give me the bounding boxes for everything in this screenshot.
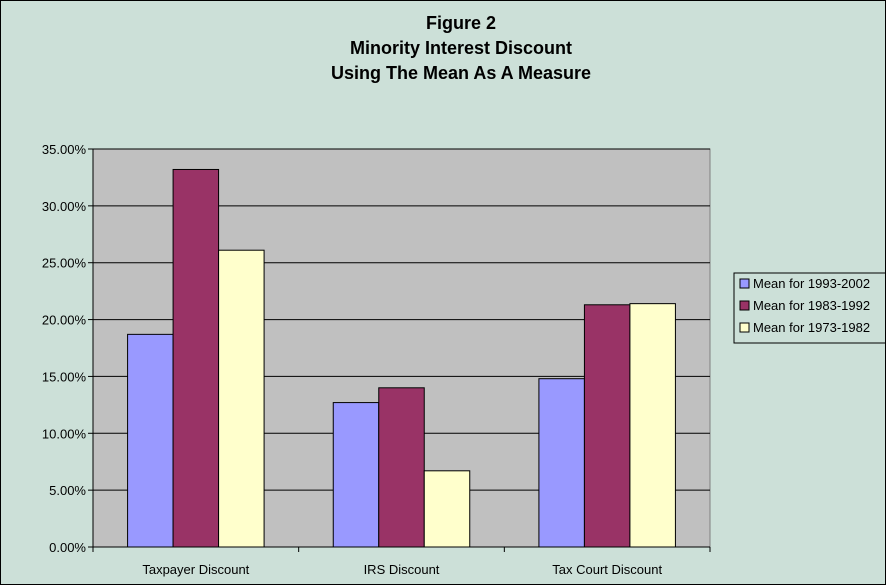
bar bbox=[629, 303, 676, 548]
y-tick-label: 10.00% bbox=[42, 426, 87, 441]
y-tick-label: 5.00% bbox=[49, 483, 86, 498]
x-axis-tick-labels: Taxpayer Discount IRS Discount Tax Court D… bbox=[142, 562, 662, 577]
bar bbox=[538, 378, 585, 548]
x-tick-label: IRS Discount bbox=[364, 562, 440, 577]
legend-swatch bbox=[739, 300, 750, 311]
x-tick-label: Taxpayer Discount bbox=[142, 562, 249, 577]
bar bbox=[332, 402, 380, 548]
y-tick-label: 15.00% bbox=[42, 369, 87, 384]
chart-title-line-3: Using The Mean As A Measure bbox=[331, 63, 591, 83]
bar bbox=[172, 168, 220, 548]
legend-label: Mean for 1993-2002 bbox=[753, 276, 870, 291]
legend-label: Mean for 1973-1982 bbox=[753, 320, 870, 335]
y-tick-label: 20.00% bbox=[42, 313, 87, 328]
y-tick-label: 35.00% bbox=[42, 142, 87, 157]
y-tick-label: 25.00% bbox=[42, 256, 87, 271]
y-tick-label: 0.00% bbox=[49, 540, 86, 555]
bar bbox=[127, 333, 174, 548]
bars bbox=[127, 168, 676, 548]
bar bbox=[423, 470, 471, 548]
bar bbox=[218, 249, 265, 548]
axes bbox=[88, 148, 711, 552]
y-axis-tick-labels: 0.00% 5.00% 10.00% 15.00% 20.00% 25.00% 30.00%… bbox=[42, 142, 87, 555]
bar bbox=[583, 304, 631, 548]
legend-box bbox=[733, 272, 885, 344]
legend: Mean for 1993-2002 Mean for 1983-1992 Mean… bbox=[733, 272, 885, 344]
chart-title-line-1: Figure 2 bbox=[426, 13, 496, 33]
bar bbox=[378, 387, 425, 548]
chart-title: Figure 2 Minority Interest Discount Usin… bbox=[331, 13, 591, 83]
y-tick-label: 30.00% bbox=[42, 199, 87, 214]
legend-swatch bbox=[739, 322, 750, 333]
x-tick-label: Tax Court Discount bbox=[552, 562, 662, 577]
legend-swatch bbox=[739, 278, 750, 289]
legend-label: Mean for 1983-1992 bbox=[753, 298, 870, 313]
chart-title-line-2: Minority Interest Discount bbox=[350, 38, 572, 58]
